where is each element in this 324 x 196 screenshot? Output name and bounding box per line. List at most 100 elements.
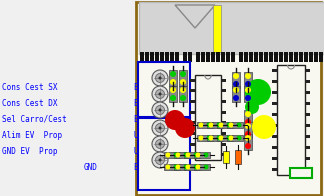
Bar xyxy=(244,122,252,138)
Circle shape xyxy=(195,164,201,170)
Circle shape xyxy=(156,90,165,99)
Circle shape xyxy=(152,136,168,152)
Bar xyxy=(217,122,233,128)
Bar xyxy=(221,100,226,103)
Circle shape xyxy=(176,152,180,158)
Circle shape xyxy=(176,164,180,170)
Circle shape xyxy=(233,95,239,101)
Bar xyxy=(169,86,177,102)
Circle shape xyxy=(180,71,186,77)
Bar xyxy=(304,52,308,62)
Bar xyxy=(221,111,226,114)
Circle shape xyxy=(209,135,214,141)
Circle shape xyxy=(228,122,234,128)
Circle shape xyxy=(216,122,222,128)
Circle shape xyxy=(206,135,212,141)
Text: E: E xyxy=(133,114,138,123)
Bar xyxy=(216,52,220,62)
Circle shape xyxy=(158,109,161,112)
Bar xyxy=(244,110,252,126)
Bar xyxy=(145,52,149,62)
Circle shape xyxy=(152,102,168,118)
Circle shape xyxy=(156,105,165,114)
Circle shape xyxy=(237,135,241,141)
Bar xyxy=(232,86,240,102)
Circle shape xyxy=(245,123,251,129)
Circle shape xyxy=(226,135,232,141)
Circle shape xyxy=(203,164,209,170)
Bar xyxy=(206,52,210,62)
Bar xyxy=(249,52,253,62)
Circle shape xyxy=(193,152,199,158)
Circle shape xyxy=(170,79,176,85)
Bar xyxy=(197,122,213,128)
Bar xyxy=(289,52,293,62)
Circle shape xyxy=(233,87,239,93)
Circle shape xyxy=(206,122,212,128)
Circle shape xyxy=(226,122,232,128)
Circle shape xyxy=(245,73,251,79)
Circle shape xyxy=(152,86,168,102)
Circle shape xyxy=(245,79,271,105)
Bar xyxy=(197,135,213,141)
Circle shape xyxy=(245,111,251,117)
Text: GND EV  Prop: GND EV Prop xyxy=(2,146,57,155)
Bar xyxy=(196,52,200,62)
Circle shape xyxy=(209,122,214,128)
Bar xyxy=(274,52,278,62)
Bar xyxy=(272,80,277,83)
Bar xyxy=(272,168,277,171)
Circle shape xyxy=(237,122,241,128)
Bar xyxy=(155,52,159,62)
Text: U: U xyxy=(133,146,138,155)
Circle shape xyxy=(156,155,165,164)
Text: E: E xyxy=(133,162,138,172)
Bar xyxy=(290,168,312,178)
Bar xyxy=(179,86,187,102)
Bar xyxy=(244,134,252,150)
Circle shape xyxy=(166,152,170,158)
Bar xyxy=(184,164,200,170)
Circle shape xyxy=(180,87,186,93)
Circle shape xyxy=(245,135,251,141)
Circle shape xyxy=(203,152,209,158)
Circle shape xyxy=(170,87,176,93)
Bar xyxy=(211,52,215,62)
Bar xyxy=(244,72,252,88)
Circle shape xyxy=(152,120,168,136)
Circle shape xyxy=(158,159,161,162)
Bar xyxy=(221,89,226,93)
Circle shape xyxy=(158,93,161,95)
Bar xyxy=(165,52,169,62)
Bar xyxy=(272,91,277,94)
Bar xyxy=(150,52,154,62)
Bar xyxy=(190,100,195,103)
Bar xyxy=(279,52,283,62)
Bar xyxy=(138,62,190,117)
Text: Alim EV  Prop: Alim EV Prop xyxy=(2,131,62,140)
Circle shape xyxy=(156,74,165,83)
Circle shape xyxy=(158,142,161,145)
Bar xyxy=(138,118,190,190)
Bar xyxy=(207,122,223,128)
Bar xyxy=(305,91,310,94)
Bar xyxy=(305,168,310,171)
Bar xyxy=(272,146,277,149)
Circle shape xyxy=(245,95,251,101)
Text: Sel Carro/Cest: Sel Carro/Cest xyxy=(2,114,67,123)
Bar xyxy=(259,52,263,62)
Circle shape xyxy=(195,152,201,158)
Circle shape xyxy=(152,152,168,168)
Bar xyxy=(294,52,298,62)
Circle shape xyxy=(199,135,203,141)
Bar xyxy=(272,124,277,127)
Bar xyxy=(201,52,205,62)
Circle shape xyxy=(245,131,251,137)
Bar xyxy=(164,164,180,170)
Bar xyxy=(277,65,305,175)
Bar xyxy=(235,150,241,164)
Bar xyxy=(188,52,192,62)
Circle shape xyxy=(233,73,239,79)
Bar xyxy=(170,52,174,62)
Text: Cons Cest SX: Cons Cest SX xyxy=(2,83,57,92)
